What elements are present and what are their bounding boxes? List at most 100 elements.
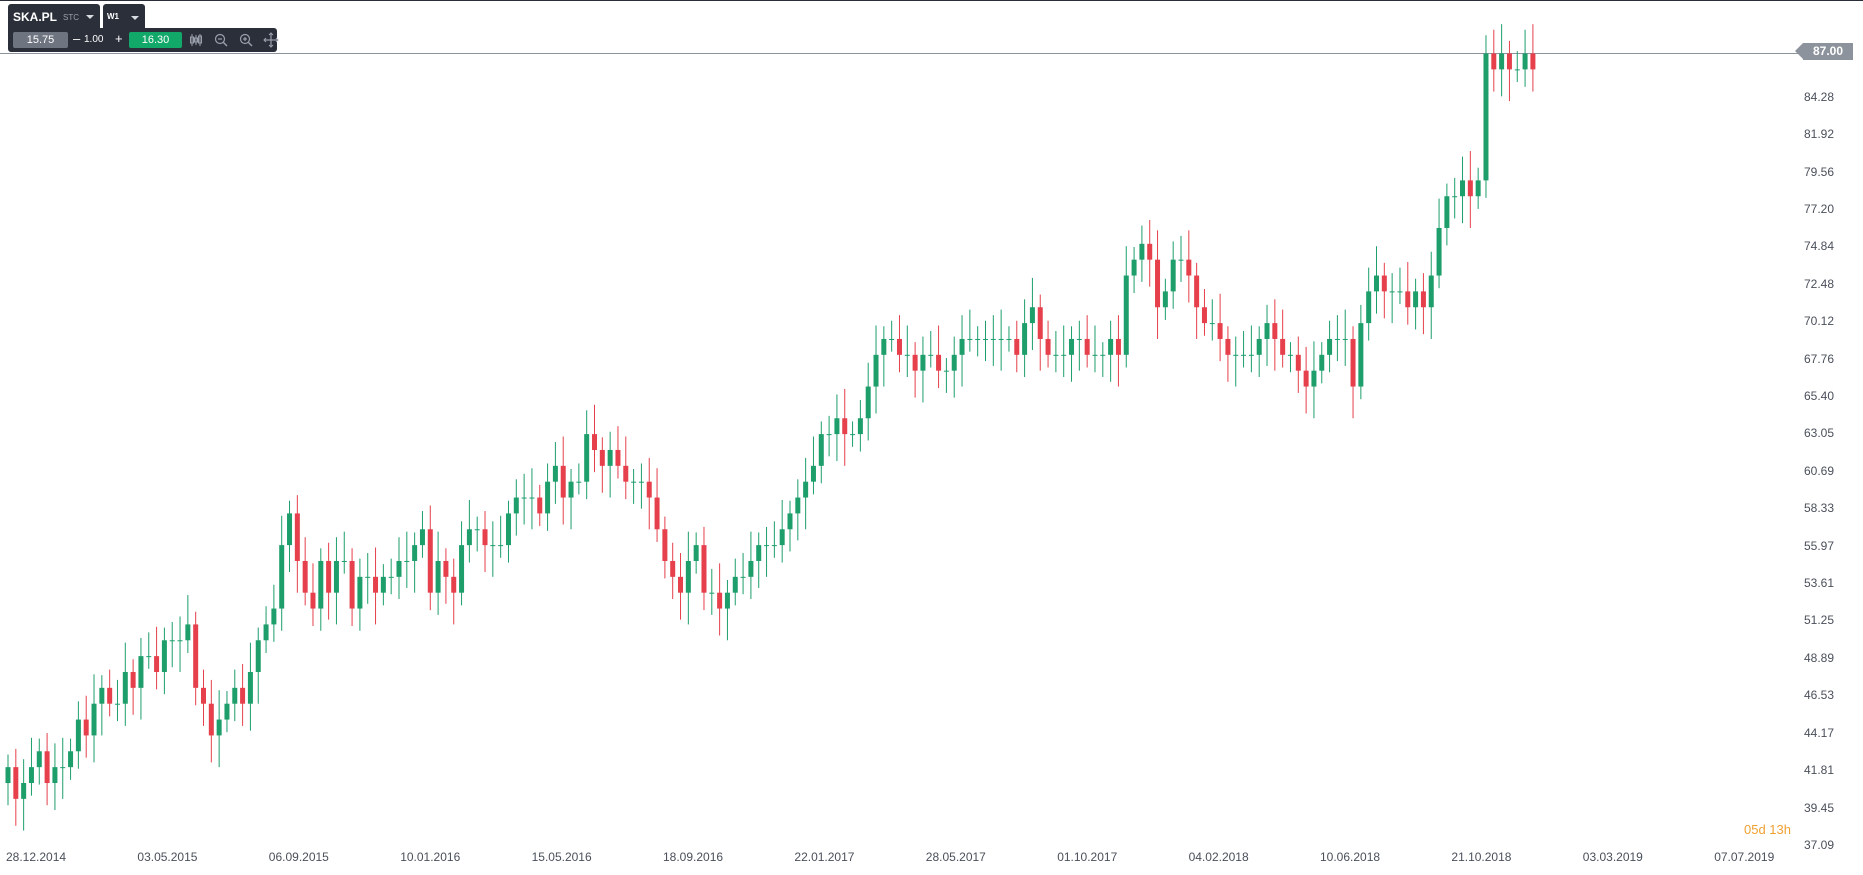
candle-body xyxy=(1061,354,1067,356)
candle-body xyxy=(818,434,824,466)
candle-body xyxy=(427,529,433,593)
candle-body xyxy=(959,338,965,355)
candle-body xyxy=(1483,53,1489,181)
candle-body xyxy=(1327,338,1333,355)
timeframe-label: W1 xyxy=(107,12,119,21)
candle-body xyxy=(521,497,527,499)
candle-body xyxy=(68,751,74,768)
candle-body xyxy=(592,434,597,450)
sell-button[interactable]: 15.75 xyxy=(13,32,68,48)
candle-body xyxy=(615,449,621,466)
candle-body xyxy=(185,624,191,641)
candle-body xyxy=(459,545,465,593)
candle-body xyxy=(177,640,183,642)
zoom-out-icon[interactable] xyxy=(213,32,229,48)
candle-body xyxy=(91,703,97,736)
candle-body xyxy=(584,434,590,482)
timeframe-selector[interactable]: W1 xyxy=(103,4,145,28)
candle-body xyxy=(498,545,504,547)
chevron-down-icon xyxy=(86,15,94,19)
candle-body xyxy=(443,560,449,577)
candle-body xyxy=(1147,243,1153,260)
candle-body xyxy=(795,497,801,514)
candle-body xyxy=(279,545,285,609)
candle-body xyxy=(224,703,230,720)
candle-body xyxy=(1420,291,1426,308)
candle-body xyxy=(1311,370,1317,387)
price-tick-label: 63.05 xyxy=(1804,426,1835,441)
candle-body xyxy=(1108,338,1114,355)
candle-body xyxy=(1397,291,1403,293)
candle-body xyxy=(146,656,152,658)
date-tick-label: 03.05.2015 xyxy=(137,850,198,864)
price-tick-label: 51.25 xyxy=(1804,613,1835,628)
candle-body xyxy=(294,513,300,561)
price-tick-label: 53.61 xyxy=(1804,576,1835,591)
date-tick-label: 28.05.2017 xyxy=(925,850,986,864)
candle-body xyxy=(208,703,214,736)
candle-body xyxy=(904,354,910,356)
candle-body xyxy=(114,703,120,705)
quantity-value[interactable]: 1.00 xyxy=(84,34,104,45)
candle-body xyxy=(271,608,277,625)
candle-body xyxy=(154,656,160,672)
candle-body xyxy=(576,481,582,483)
trade-bar: 15.75 – 1.00 + 16.30 xyxy=(8,28,279,52)
candle-body xyxy=(513,497,519,514)
candle-body xyxy=(1303,370,1309,387)
candle-body xyxy=(1201,307,1207,324)
candle-body xyxy=(36,751,42,768)
date-tick-label: 04.02.2018 xyxy=(1188,850,1249,864)
candle-body xyxy=(779,529,785,546)
candle-body xyxy=(857,418,863,435)
price-tick-label: 48.89 xyxy=(1804,650,1835,665)
candle-body xyxy=(1256,338,1262,355)
candle-body xyxy=(169,640,175,642)
candle-body xyxy=(1522,53,1528,70)
candle-body xyxy=(357,576,363,609)
candle-body xyxy=(83,719,89,736)
buy-button[interactable]: 16.30 xyxy=(129,32,182,48)
candle-body xyxy=(161,640,167,672)
symbol-selector[interactable]: SKA.PL STC xyxy=(8,4,100,28)
candle-body xyxy=(216,719,222,736)
candle-body xyxy=(1194,275,1200,308)
candle-body xyxy=(1334,338,1340,340)
candle-body xyxy=(263,624,269,641)
candle-body xyxy=(920,354,926,371)
candle-body xyxy=(1405,291,1411,308)
candle-body xyxy=(560,465,566,498)
candle-body xyxy=(951,354,957,371)
candle-body xyxy=(537,497,543,514)
candle-body xyxy=(1037,307,1043,339)
candle-body xyxy=(771,545,777,547)
chevron-down-icon xyxy=(131,16,139,20)
date-tick-label: 07.07.2019 xyxy=(1714,850,1775,864)
candle-body xyxy=(1084,338,1090,355)
candle-body xyxy=(247,671,253,704)
candle-body xyxy=(748,560,754,577)
candle-body xyxy=(130,671,136,688)
candle-body xyxy=(810,465,816,482)
candle-body xyxy=(1295,354,1301,371)
candle-body xyxy=(255,640,261,672)
move-icon[interactable] xyxy=(263,32,279,48)
candle-body xyxy=(826,434,832,436)
candle-body xyxy=(803,481,809,498)
symbol-market: STC xyxy=(63,13,79,22)
quantity-decrease-button[interactable]: – xyxy=(73,31,81,46)
candle-body xyxy=(201,687,206,704)
price-tick-label: 58.33 xyxy=(1804,501,1835,516)
date-tick-label: 10.01.2016 xyxy=(400,850,461,864)
candle-body xyxy=(404,560,410,562)
candlestick-icon[interactable] xyxy=(188,32,204,48)
candle-body xyxy=(326,560,332,593)
candle-body xyxy=(75,719,81,752)
candle-body xyxy=(1045,338,1051,355)
quantity-increase-button[interactable]: + xyxy=(115,31,123,46)
zoom-in-icon[interactable] xyxy=(238,32,254,48)
candle-body xyxy=(122,671,128,704)
candle-body xyxy=(568,481,574,498)
candle-body xyxy=(138,656,144,688)
